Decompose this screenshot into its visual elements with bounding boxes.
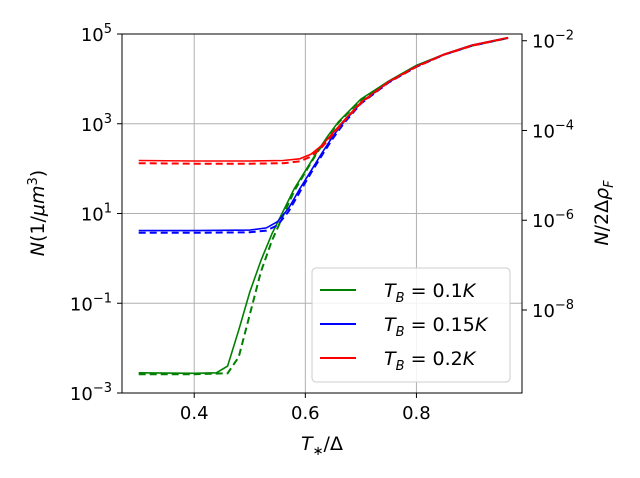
- legend-box: [311, 267, 511, 383]
- x-tick-label: 0.8: [402, 403, 431, 424]
- legend-label-2: TB = 0.2K: [384, 348, 477, 374]
- y-tick-label-right: 10−8: [532, 298, 574, 322]
- y-tick-label-right: 10−6: [532, 208, 574, 232]
- x-tick-labels: 0.4 0.6 0.8: [180, 403, 431, 424]
- legend-label-0: TB = 0.1K: [384, 280, 477, 306]
- x-tick-label: 0.6: [291, 403, 320, 424]
- ticks: [117, 33, 527, 398]
- y-tick-label-right: 10−4: [532, 118, 574, 142]
- y-axis-label-right: N/2ΔρF: [591, 180, 617, 246]
- y-tick-labels-left: 10−3 10−1 101 103 105: [70, 22, 112, 405]
- y-tick-label-left: 103: [81, 112, 112, 136]
- y-tick-label-left: 10−3: [70, 381, 112, 405]
- y-tick-label-left: 10−1: [70, 291, 112, 315]
- y-axis-label-left: N(1/μm3): [26, 170, 49, 256]
- x-tick-label: 0.4: [180, 403, 209, 424]
- y-tick-label-left: 101: [81, 202, 112, 226]
- legend: TB = 0.1K TB = 0.15K TB = 0.2K: [311, 267, 511, 383]
- legend-items: TB = 0.1K TB = 0.15K TB = 0.2K: [320, 280, 489, 374]
- y-tick-label-left: 105: [81, 22, 112, 46]
- legend-label-1: TB = 0.15K: [384, 314, 489, 340]
- y-tick-labels-right: 10−2 10−4 10−6 10−8: [532, 29, 574, 322]
- plot-lines: [138, 36, 509, 376]
- x-axis-label: T∗/Δ: [301, 433, 343, 459]
- y-tick-label-right: 10−2: [532, 29, 574, 53]
- series-line-solid-2: [138, 36, 509, 162]
